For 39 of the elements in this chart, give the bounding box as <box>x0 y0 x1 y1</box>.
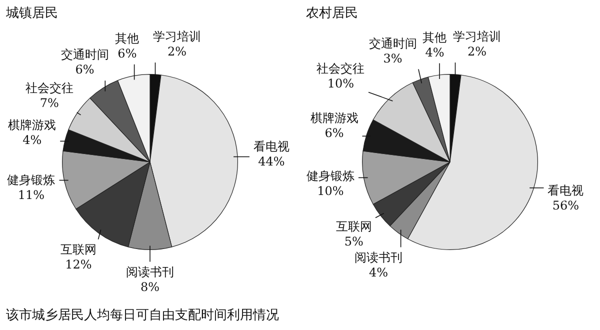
data-label: 10% <box>327 76 354 90</box>
slice-label: 交通时间 <box>368 36 417 50</box>
slice-label: 社会交往 <box>25 80 74 95</box>
slice-label: 看电视 <box>548 183 584 198</box>
slice-label: 阅读书刊 <box>354 250 402 264</box>
slice-label: 互联网 <box>336 219 372 234</box>
slice-label: 健身锻炼 <box>306 169 354 184</box>
slice-label: 互联网 <box>60 242 96 256</box>
chart-title: 农村居民 <box>306 5 358 22</box>
data-label: 7% <box>40 96 59 110</box>
data-label: 10% <box>317 184 344 198</box>
slice-label: 健身锻炼 <box>7 172 56 187</box>
slice-label: 社会交往 <box>316 61 365 76</box>
data-label: 11% <box>18 188 45 202</box>
data-label: 6% <box>75 62 94 77</box>
slice-label: 学习培训 <box>453 30 501 44</box>
slice-label: 看电视 <box>253 140 290 154</box>
data-label: 4% <box>22 132 42 147</box>
data-label: 44% <box>258 154 285 169</box>
data-label: 3% <box>383 51 402 66</box>
slice-label: 阅读书刊 <box>126 264 174 279</box>
chart-title: 城镇居民 <box>6 5 58 22</box>
data-label: 6% <box>324 126 344 140</box>
slice-label: 其他 <box>115 32 140 46</box>
slice-label: 学习培训 <box>153 30 201 44</box>
data-label: 6% <box>118 46 137 61</box>
data-label: 2% <box>167 44 187 59</box>
data-label: 4% <box>425 45 444 60</box>
slice-label: 其他 <box>422 30 447 44</box>
data-label: 8% <box>140 280 160 294</box>
text: 该市城乡居民人均每日可自由支配时间利用情况 <box>6 307 279 324</box>
data-label: 12% <box>65 257 92 272</box>
slice-label: 交通时间 <box>60 48 109 62</box>
slice-label: 棋牌游戏 <box>8 118 56 132</box>
data-label: 2% <box>467 44 487 59</box>
slice-label: 棋牌游戏 <box>310 110 358 125</box>
data-label: 5% <box>344 234 364 248</box>
data-label: 4% <box>368 265 388 280</box>
data-label: 56% <box>552 198 580 212</box>
